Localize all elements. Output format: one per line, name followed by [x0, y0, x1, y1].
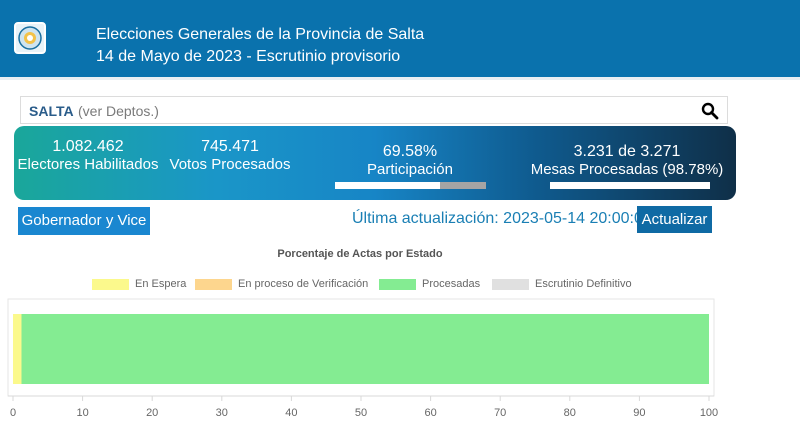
x-tick-label: 10 — [76, 407, 88, 419]
legend-label: Escrutinio Definitivo — [535, 278, 632, 290]
x-tick-label: 70 — [494, 407, 506, 419]
legend-swatch — [195, 279, 232, 290]
legend-label: En Espera — [135, 278, 187, 290]
legend-swatch — [492, 279, 529, 290]
legend-swatch — [379, 279, 416, 290]
x-tick-label: 40 — [285, 407, 297, 419]
search-icon[interactable] — [701, 102, 719, 120]
x-tick-label: 50 — [355, 407, 367, 419]
mesas-value: 3.231 de 3.271 — [573, 143, 681, 160]
electores-label: Electores Habilitados — [17, 156, 159, 173]
stat-electores: 1.082.462 Electores Habilitados — [16, 138, 160, 174]
legend-label: En proceso de Verificación — [238, 278, 369, 290]
province-seal-icon — [18, 26, 42, 50]
participacion-label: Participación — [367, 161, 453, 178]
votos-label: Votos Procesados — [169, 156, 291, 173]
refresh-button[interactable]: Actualizar — [637, 206, 712, 233]
chart-title: Porcentaje de Actas por Estado — [277, 248, 443, 260]
mesas-label: Mesas Procesadas (98.78%) — [530, 161, 724, 178]
x-tick-label: 90 — [633, 407, 645, 419]
region-name[interactable]: SALTA — [29, 103, 74, 119]
actas-status-chart: 0 10 20 30 40 50 60 70 80 90 100 — [7, 298, 718, 419]
x-tick-label: 30 — [216, 407, 228, 419]
electores-value: 1.082.462 — [52, 138, 124, 155]
bar-segment[interactable] — [13, 314, 22, 384]
mesas-progress-bar — [550, 182, 710, 189]
x-tick-label: 0 — [10, 407, 16, 419]
page-title: Elecciones Generales de la Provincia de … — [96, 26, 425, 43]
header-bar: Elecciones Generales de la Provincia de … — [0, 0, 800, 80]
stat-participacion: 69.58% Participación — [334, 143, 486, 179]
stat-votos: 745.471 Votos Procesados — [168, 138, 292, 174]
mesas-progress-fill — [550, 182, 709, 189]
departments-link[interactable]: (ver Deptos.) — [78, 103, 159, 119]
legend-label: Procesadas — [422, 278, 481, 290]
bar-segment[interactable] — [21, 314, 709, 384]
stat-mesas: 3.231 de 3.271 Mesas Procesadas (98.78%) — [528, 143, 726, 179]
votos-value: 745.471 — [201, 138, 259, 155]
province-logo — [14, 22, 46, 54]
last-update-text: Última actualización: 2023-05-14 20:00:0… — [352, 210, 652, 227]
summary-panel: 1.082.462 Electores Habilitados 745.471 … — [14, 126, 736, 200]
chart-legend: En Espera En proceso de Verificación Proce… — [92, 278, 652, 292]
participacion-progress-bar — [335, 182, 486, 189]
x-tick-label: 20 — [146, 407, 158, 419]
participacion-value: 69.58% — [382, 143, 438, 160]
legend-swatch — [92, 279, 129, 290]
page-subtitle: 14 de Mayo de 2023 - Escrutinio provisor… — [96, 48, 401, 65]
x-tick-label: 80 — [564, 407, 576, 419]
participacion-progress-fill — [335, 182, 441, 189]
category-gobernador-button[interactable]: Gobernador y Vice — [18, 207, 150, 235]
x-tick-label: 100 — [700, 407, 718, 419]
x-tick-label: 60 — [424, 407, 436, 419]
region-search-bar[interactable]: SALTA (ver Deptos.) — [20, 96, 728, 124]
